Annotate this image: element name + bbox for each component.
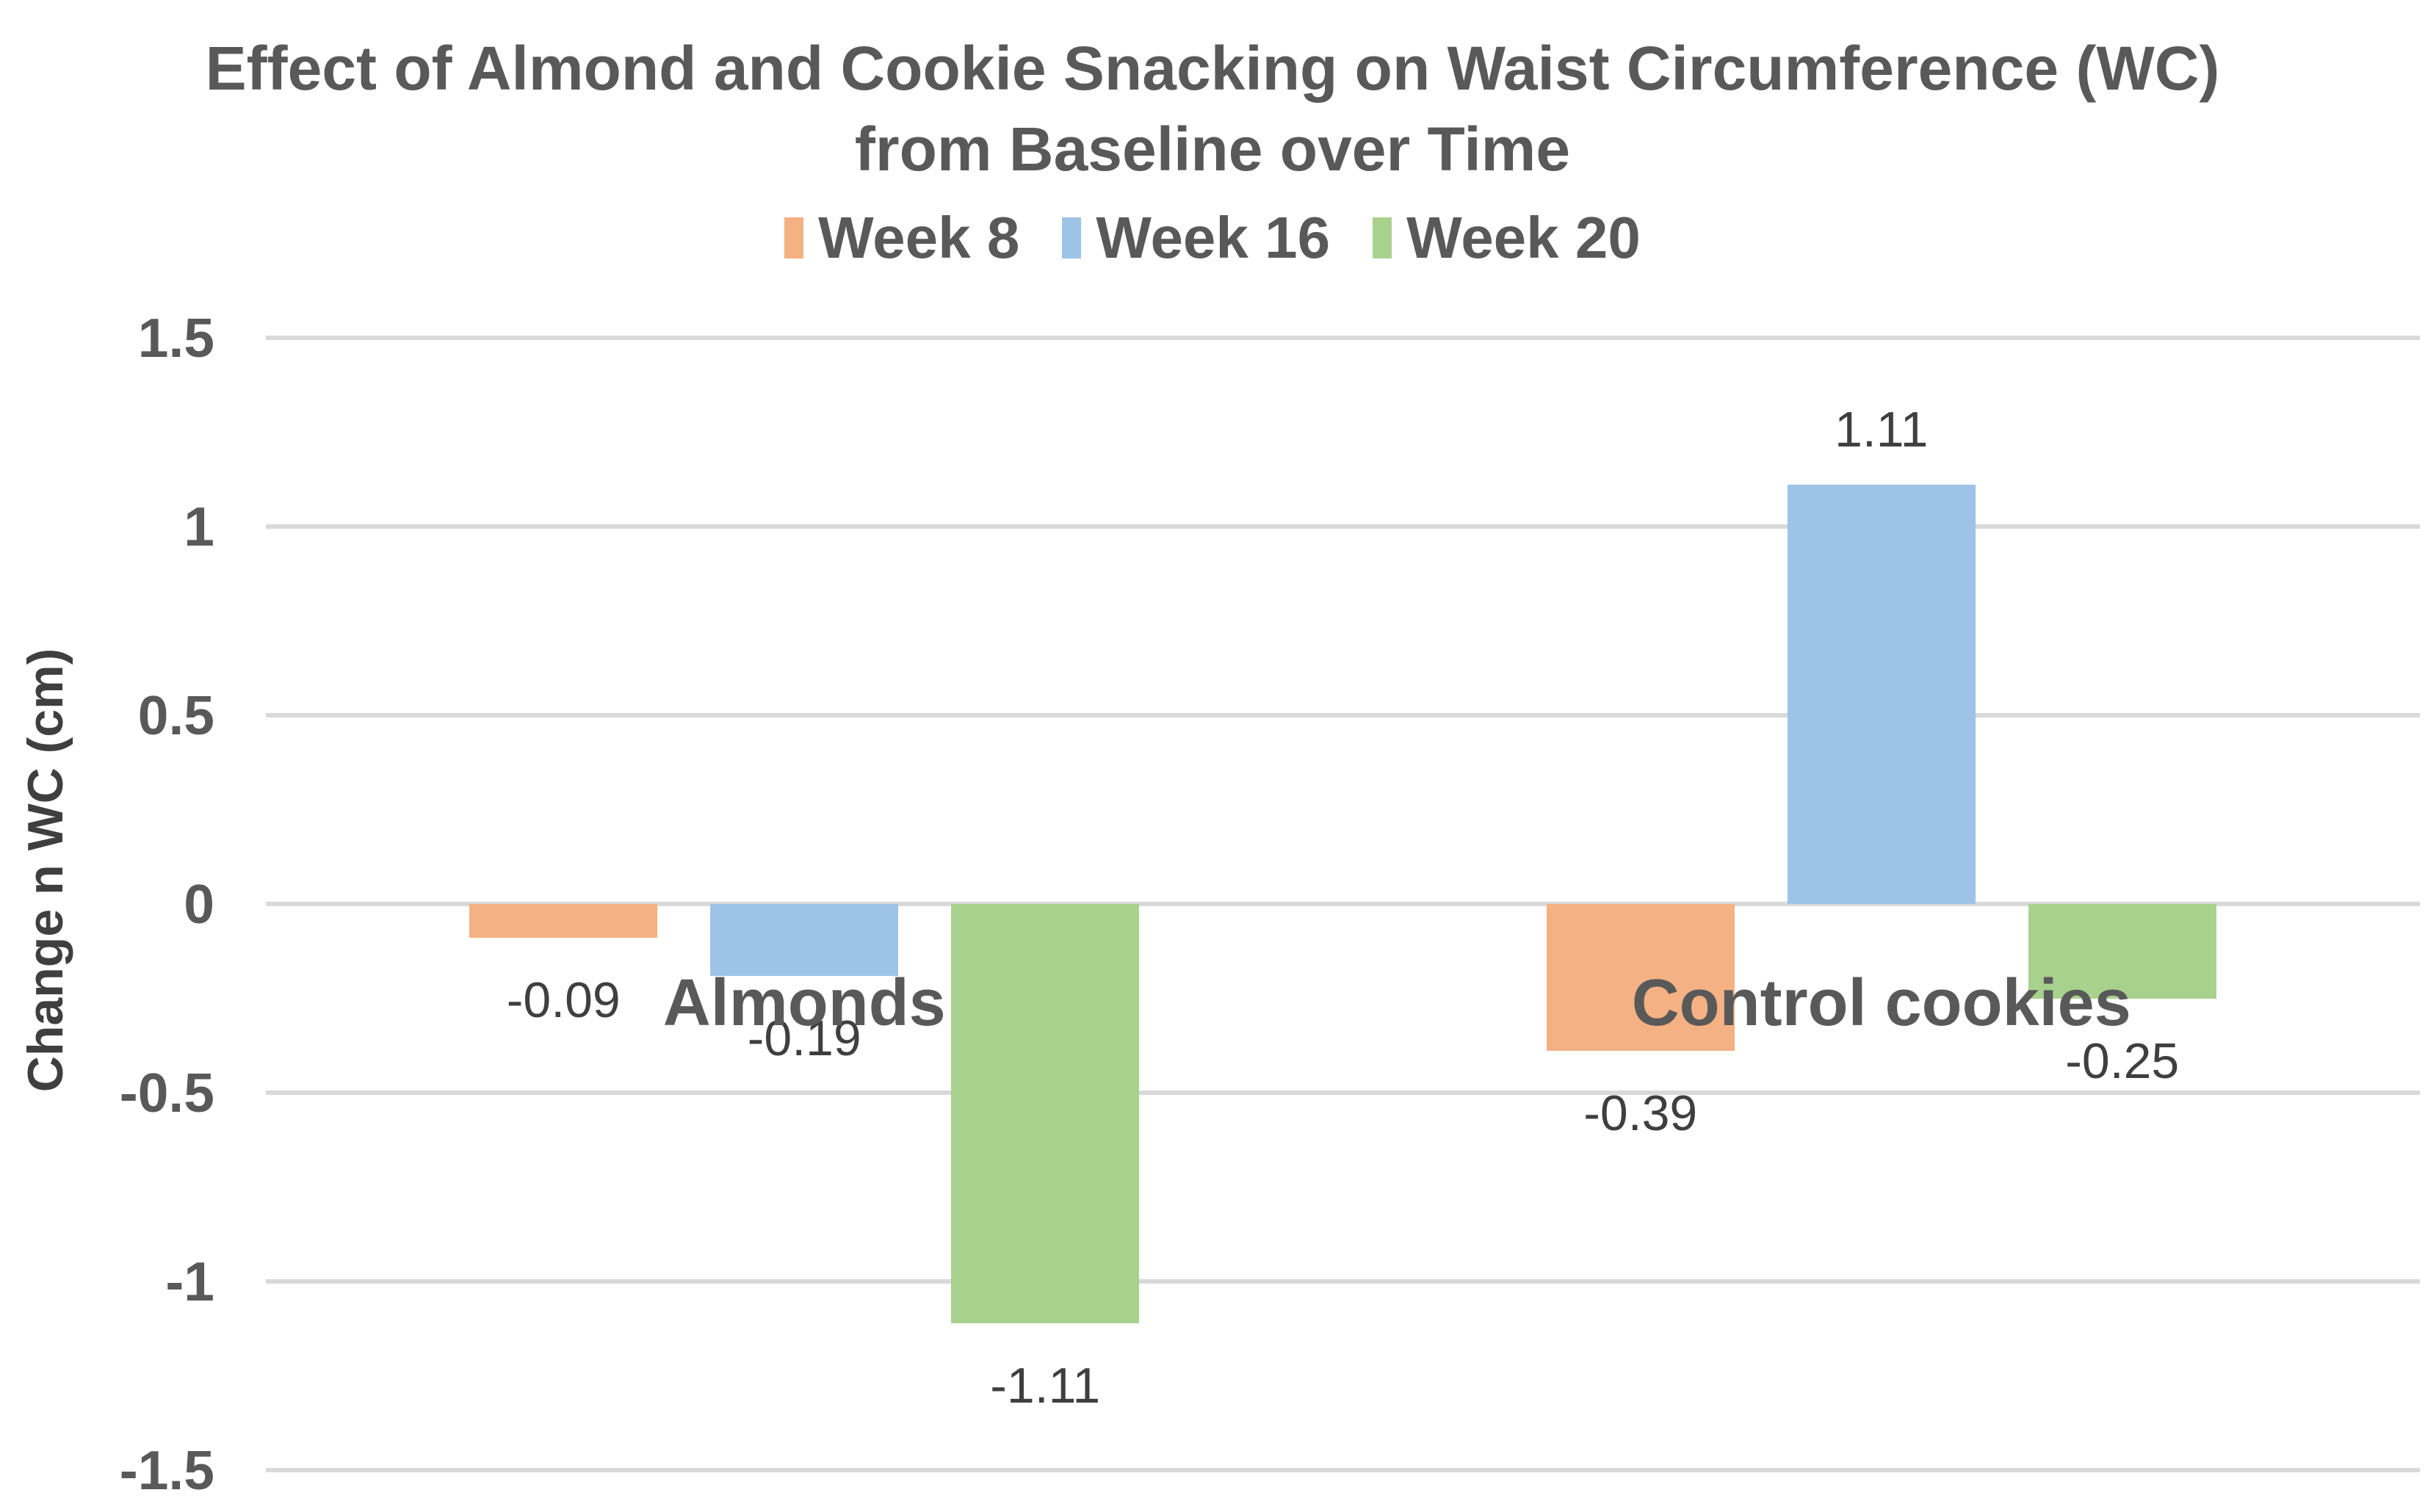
chart-title-line2: from Baseline over Time	[854, 115, 1571, 184]
bar-week-16-control-cookies	[1787, 485, 1976, 904]
gridline-y--1	[266, 1279, 2420, 1284]
data-label-week-8-almonds: -0.09	[506, 972, 621, 1029]
y-tick-label--0.5: -0.5	[119, 1062, 214, 1124]
y-tick-label-0.5: 0.5	[137, 684, 214, 746]
data-label-week-16-control-cookies: 1.11	[1835, 402, 1929, 458]
legend-item-week-20: Week 20	[1373, 207, 1641, 269]
y-tick-label-1.5: 1.5	[137, 307, 214, 369]
gridline-y--1.5	[266, 1468, 2420, 1472]
legend: Week 8 Week 16 Week 20	[0, 207, 2425, 269]
legend-swatch-week-16	[1062, 217, 1082, 258]
bar-week-16-almonds	[710, 904, 899, 976]
y-tick-label-1: 1	[184, 496, 214, 557]
legend-item-week-8: Week 8	[784, 207, 1019, 269]
chart-title-line1: Effect of Almond and Cookie Snacking on …	[205, 34, 2220, 103]
x-axis-line	[266, 902, 2420, 906]
category-label-almonds: Almonds	[662, 966, 946, 1040]
bar-week-8-almonds	[469, 904, 658, 938]
y-tick-label--1: -1	[165, 1251, 214, 1312]
y-tick-label-0: 0	[184, 873, 214, 935]
gridline-y--0.5	[266, 1090, 2420, 1095]
gridline-y-1.5	[266, 336, 2420, 340]
legend-item-week-16: Week 16	[1062, 207, 1330, 269]
category-label-control-cookies: Control cookies	[1631, 966, 2131, 1040]
data-label-week-20-control-cookies: -0.25	[2065, 1032, 2180, 1089]
bar-week-8-control-cookies	[1546, 904, 1735, 1052]
legend-label-week-16: Week 16	[1096, 205, 1331, 270]
bar-week-20-almonds	[951, 904, 1140, 1323]
y-tick-label--1.5: -1.5	[119, 1439, 214, 1501]
legend-swatch-week-8	[784, 217, 804, 258]
data-label-week-20-almonds: -1.11	[990, 1357, 1101, 1414]
bar-week-20-control-cookies	[2028, 904, 2216, 999]
legend-label-week-8: Week 8	[818, 205, 1020, 270]
legend-swatch-week-20	[1373, 217, 1392, 258]
data-label-week-8-control-cookies: -0.39	[1583, 1085, 1698, 1142]
data-label-week-16-almonds: -0.19	[747, 1010, 861, 1066]
gridline-y-0.5	[266, 713, 2420, 717]
legend-label-week-20: Week 20	[1406, 205, 1641, 270]
gridline-y-1	[266, 524, 2420, 529]
